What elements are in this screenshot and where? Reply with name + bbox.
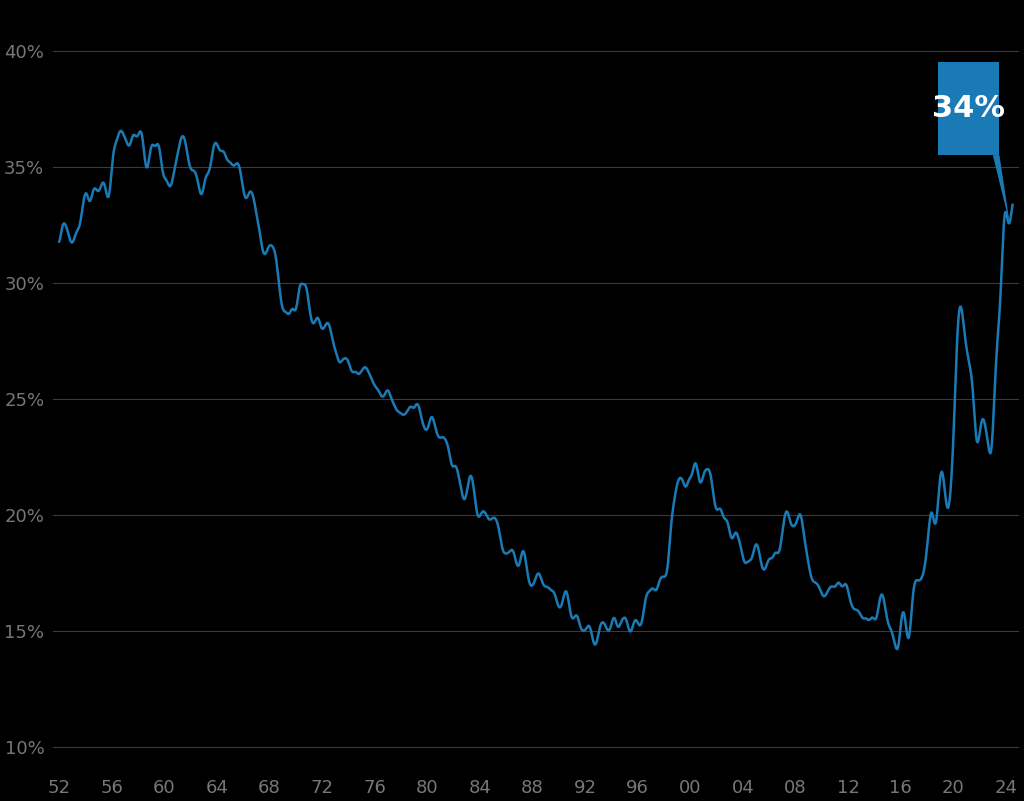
FancyBboxPatch shape — [938, 62, 999, 155]
Polygon shape — [993, 155, 1010, 225]
Text: 34%: 34% — [932, 95, 1005, 123]
